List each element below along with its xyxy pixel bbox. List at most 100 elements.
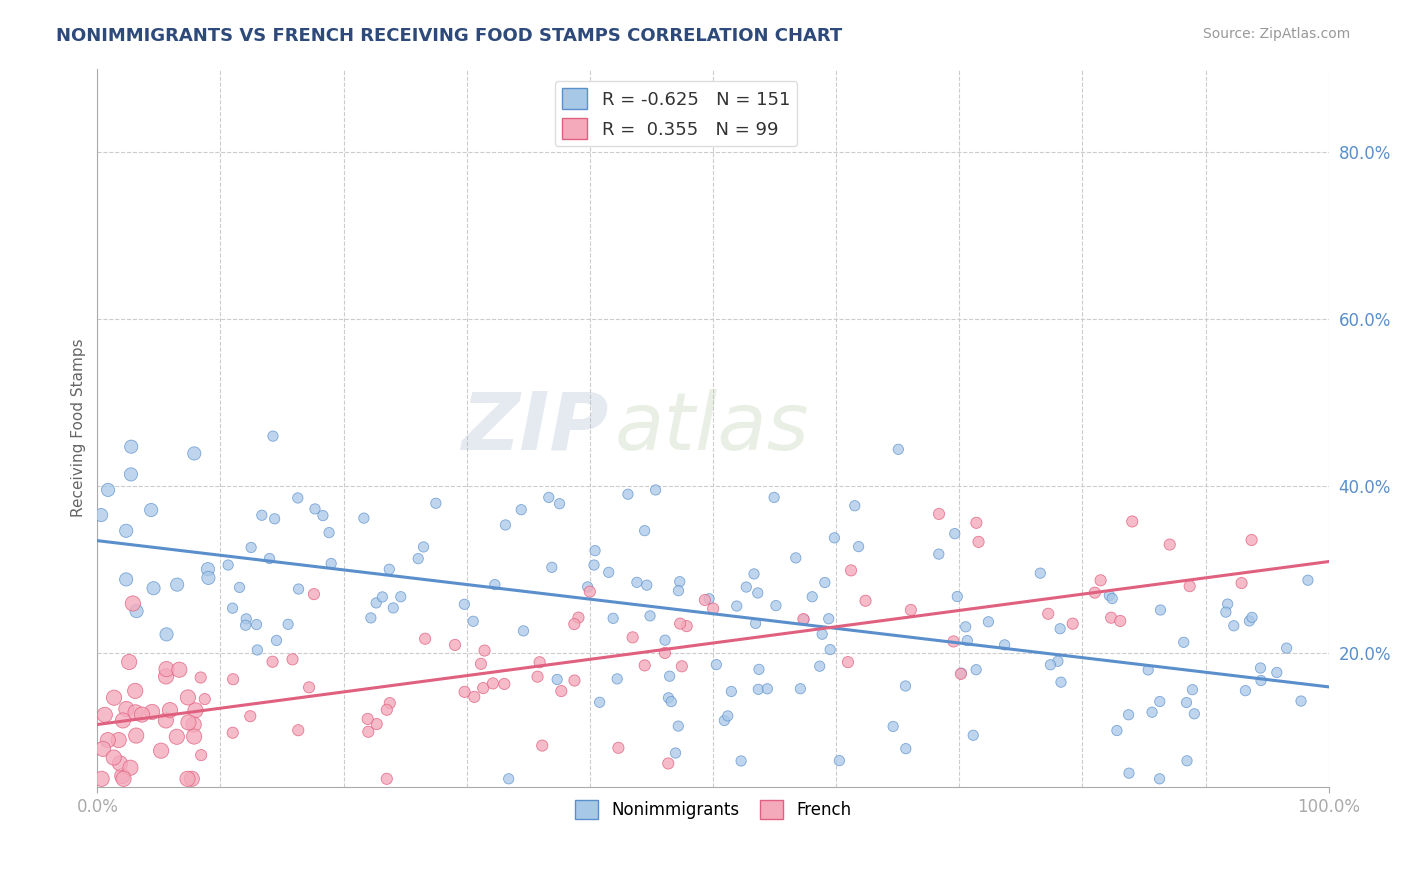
Point — [118, 655, 141, 669]
Point — [789, 681, 811, 696]
Point — [120, 761, 142, 775]
Point — [287, 582, 309, 596]
Point — [756, 681, 779, 696]
Point — [634, 658, 657, 673]
Point — [235, 618, 257, 632]
Point — [529, 655, 551, 669]
Point — [197, 562, 219, 576]
Point — [1105, 723, 1128, 738]
Point — [638, 608, 661, 623]
Point — [177, 715, 200, 730]
Point — [262, 655, 284, 669]
Point — [811, 627, 834, 641]
Point — [621, 631, 644, 645]
Point — [425, 496, 447, 510]
Point — [245, 617, 267, 632]
Point — [550, 684, 572, 698]
Point — [814, 575, 837, 590]
Point — [453, 685, 475, 699]
Point — [1109, 614, 1132, 628]
Point — [371, 590, 394, 604]
Point — [965, 516, 987, 530]
Point — [298, 681, 321, 695]
Point — [217, 558, 239, 572]
Point — [357, 712, 380, 726]
Point — [124, 706, 146, 720]
Point — [166, 730, 188, 744]
Point — [221, 601, 243, 615]
Point — [748, 662, 770, 676]
Point — [606, 672, 628, 686]
Point — [124, 684, 146, 698]
Point — [112, 772, 135, 786]
Point — [675, 619, 697, 633]
Point — [882, 719, 904, 733]
Point — [125, 604, 148, 618]
Point — [281, 652, 304, 666]
Point — [287, 491, 309, 505]
Y-axis label: Receiving Food Stamps: Receiving Food Stamps — [72, 339, 86, 517]
Point — [97, 483, 120, 497]
Point — [470, 657, 492, 671]
Point — [669, 616, 692, 631]
Point — [353, 511, 375, 525]
Point — [375, 703, 398, 717]
Point — [1178, 579, 1201, 593]
Point — [1140, 705, 1163, 719]
Point — [304, 502, 326, 516]
Point — [965, 663, 987, 677]
Point — [955, 620, 977, 634]
Point — [287, 723, 309, 738]
Point — [1118, 766, 1140, 780]
Point — [259, 551, 281, 566]
Point — [498, 772, 520, 786]
Point — [250, 508, 273, 523]
Point — [617, 487, 640, 501]
Point — [817, 612, 839, 626]
Point — [246, 643, 269, 657]
Point — [666, 719, 689, 733]
Point — [166, 577, 188, 591]
Point — [1149, 603, 1171, 617]
Point — [742, 566, 765, 581]
Point — [792, 612, 814, 626]
Point — [155, 714, 177, 728]
Point — [263, 512, 285, 526]
Point — [180, 772, 202, 786]
Point — [818, 642, 841, 657]
Point — [1239, 614, 1261, 628]
Point — [607, 740, 630, 755]
Point — [744, 616, 766, 631]
Point — [453, 597, 475, 611]
Point — [159, 703, 181, 717]
Point — [949, 667, 972, 681]
Point — [413, 632, 436, 646]
Point — [730, 754, 752, 768]
Point — [576, 580, 599, 594]
Point — [808, 659, 831, 673]
Point — [671, 659, 693, 673]
Point — [150, 744, 173, 758]
Point — [579, 584, 602, 599]
Point — [90, 508, 112, 522]
Point — [717, 709, 740, 723]
Point — [190, 671, 212, 685]
Point — [855, 594, 877, 608]
Point — [967, 534, 990, 549]
Point — [266, 633, 288, 648]
Point — [183, 730, 205, 744]
Point — [582, 558, 605, 572]
Point — [1296, 573, 1319, 587]
Point — [962, 728, 984, 742]
Point — [657, 756, 679, 771]
Point — [378, 696, 401, 710]
Point — [366, 596, 388, 610]
Text: atlas: atlas — [614, 389, 810, 467]
Point — [994, 638, 1017, 652]
Text: NONIMMIGRANTS VS FRENCH RECEIVING FOOD STAMPS CORRELATION CHART: NONIMMIGRANTS VS FRENCH RECEIVING FOOD S… — [56, 27, 842, 45]
Point — [240, 541, 263, 555]
Point — [1046, 654, 1069, 668]
Point — [91, 742, 114, 756]
Point — [111, 769, 134, 783]
Point — [183, 717, 205, 731]
